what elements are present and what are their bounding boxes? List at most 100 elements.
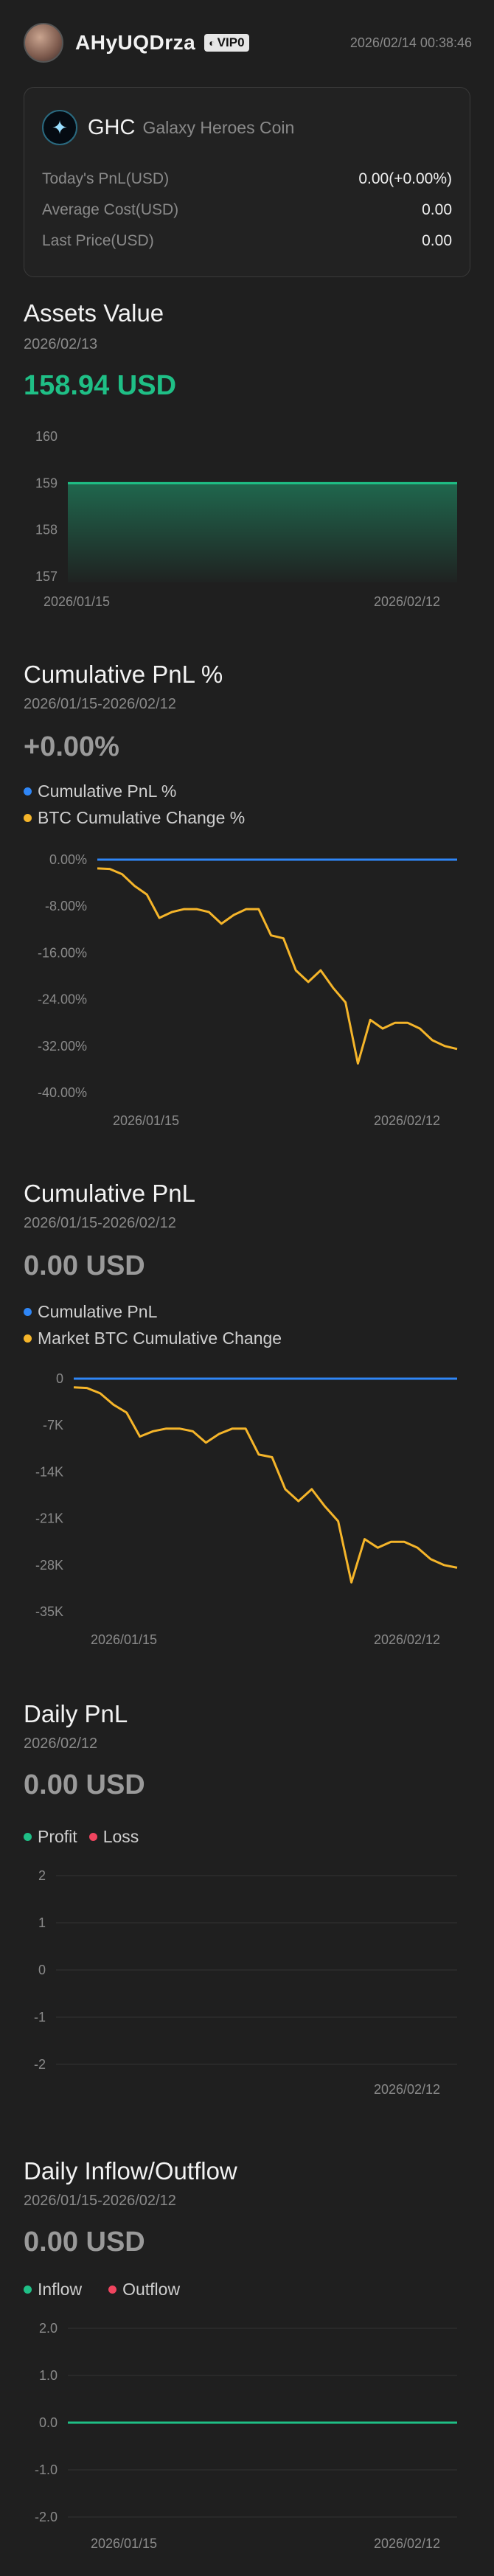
daily-date: 2026/02/12 — [24, 1736, 98, 1752]
legend-cum-pnl-pct[interactable]: Cumulative PnL % — [24, 781, 176, 801]
legend-dot-blue — [24, 787, 32, 796]
y-tick-label: 1 — [38, 1915, 46, 1930]
cum-pct-title: Cumulative PnL % — [24, 661, 223, 688]
coin-summary-card: ✦ GHC Galaxy Heroes Coin Today's PnL(USD… — [24, 87, 470, 277]
legend-cum-pnl[interactable]: Cumulative PnL — [24, 1302, 157, 1322]
y-tick-label: -7K — [43, 1418, 63, 1433]
cum-pct-chart: 0.00% -8.00% -16.00% -24.00% -32.00% -40.00% 2… — [38, 852, 458, 1128]
legend-dot-blue — [24, 1308, 32, 1316]
legend-label: BTC Cumulative Change % — [38, 808, 246, 827]
y-tick-label: 2.0 — [39, 2321, 58, 2336]
last-price-row: Last Price(USD) 0.00 — [42, 232, 452, 250]
flow-title: Daily Inflow/Outflow — [24, 2157, 237, 2185]
y-tick-label: -35K — [35, 1604, 63, 1619]
todays-pnl-row: Today's PnL(USD) 0.00(+0.00%) — [42, 170, 452, 188]
coin-row: ✦ GHC Galaxy Heroes Coin — [42, 110, 294, 145]
legend-dot-green — [24, 1833, 32, 1841]
coin-name: Galaxy Heroes Coin — [142, 117, 295, 137]
x-tick-label: 2026/01/15 — [91, 2536, 157, 2551]
y-tick-label: -28K — [35, 1558, 63, 1573]
legend-dot-yellow — [24, 1334, 32, 1343]
row-label: Last Price(USD) — [42, 232, 154, 249]
username: AHyUQDrza — [75, 31, 196, 54]
avatar[interactable] — [24, 23, 63, 63]
y-tick-label: 0.00% — [49, 852, 87, 867]
vip-label: VIP0 — [217, 35, 245, 49]
y-tick-label: 158 — [35, 523, 58, 537]
daily-legend: Profit Loss — [24, 1827, 139, 1847]
row-label: Today's PnL(USD) — [42, 170, 170, 187]
y-tick-label: -1 — [34, 2010, 46, 2025]
y-tick-label: -32.00% — [38, 1039, 87, 1054]
y-tick-label: -21K — [35, 1511, 63, 1526]
x-tick-label: 2026/01/15 — [113, 1113, 179, 1128]
cum-pnl-title: Cumulative PnL — [24, 1180, 195, 1207]
assets-chart: 160 159 158 157 2026/01/15 2026/02/12 — [35, 429, 457, 609]
legend-market-btc-change[interactable]: Market BTC Cumulative Change — [24, 1329, 282, 1348]
daily-value: 0.00 USD — [24, 1769, 145, 1800]
x-tick-label: 2026/02/12 — [374, 594, 440, 609]
legend-label: Loss — [102, 1827, 139, 1846]
y-tick-label: -24.00% — [38, 992, 87, 1007]
legend-label: Profit — [38, 1827, 77, 1846]
x-tick-label: 2026/02/12 — [374, 1113, 440, 1128]
y-tick-label: 1.0 — [39, 2368, 58, 2383]
average-cost-row: Average Cost(USD) 0.00 — [42, 201, 452, 219]
y-tick-label: 0.0 — [39, 2415, 58, 2430]
assets-date: 2026/02/13 — [24, 336, 98, 352]
assets-title: Assets Value — [24, 299, 164, 327]
legend-label: Cumulative PnL % — [38, 781, 177, 801]
cum-pct-range: 2026/01/15-2026/02/12 — [24, 696, 176, 712]
legend-dot-red — [88, 1833, 97, 1841]
x-tick-label: 2026/01/15 — [44, 594, 110, 609]
daily-pnl-chart: 2 1 0 -1 -2 2026/02/12 — [34, 1868, 457, 2097]
flow-legend: Inflow Outflow — [24, 2280, 180, 2300]
legend-label: Inflow — [38, 2280, 83, 2299]
y-tick-label: 2 — [38, 1868, 46, 1883]
cum-pnl-range: 2026/01/15-2026/02/12 — [24, 1215, 176, 1231]
cum-pct-value: +0.00% — [24, 731, 119, 762]
flow-value: 0.00 USD — [24, 2227, 145, 2258]
legend-outflow[interactable]: Outflow — [108, 2280, 180, 2300]
row-value: 0.00 — [422, 232, 452, 249]
legend-btc-change-pct[interactable]: BTC Cumulative Change % — [24, 808, 245, 828]
legend-inflow[interactable]: Inflow — [24, 2280, 82, 2300]
coin-logo-icon: ✦ — [42, 110, 77, 145]
legend-label: Cumulative PnL — [38, 1302, 158, 1321]
y-tick-label: 0 — [38, 1963, 46, 1977]
x-tick-label: 2026/01/15 — [91, 1632, 157, 1647]
y-tick-label: 160 — [35, 429, 58, 444]
cum-pnl-chart: 0 -7K -14K -21K -28K -35K 2026/01/15 2026/02/12 — [35, 1371, 458, 1647]
legend-dot-green — [24, 2286, 32, 2294]
coin-symbol: GHC — [88, 115, 136, 139]
series-line-btc — [97, 867, 458, 1065]
profile-header: AHyUQDrza ◐ VIP0 2026/02/14 00:38:46 — [24, 22, 472, 63]
legend-loss[interactable]: Loss — [88, 1827, 139, 1847]
y-tick-label: 159 — [35, 476, 58, 490]
y-tick-label: -16.00% — [38, 945, 87, 960]
timestamp: 2026/02/14 00:38:46 — [349, 35, 472, 50]
row-value: 0.00 — [422, 201, 452, 218]
y-tick-label: -1.0 — [35, 2462, 58, 2477]
assets-value: 158.94 USD — [24, 370, 177, 401]
cum-pnl-value: 0.00 USD — [24, 1250, 145, 1281]
y-tick-label: -8.00% — [45, 899, 87, 913]
flow-chart: 2.0 1.0 0.0 -1.0 -2.0 2026/01/15 2026/02/12 — [35, 2321, 457, 2551]
y-tick-label: 0 — [56, 1371, 63, 1386]
y-tick-label: -2 — [34, 2057, 46, 2072]
area-fill — [68, 483, 457, 582]
x-tick-label: 2026/02/12 — [374, 2082, 440, 2097]
x-tick-label: 2026/02/12 — [374, 2536, 440, 2551]
series-line-btc — [73, 1386, 458, 1584]
legend-profit[interactable]: Profit — [24, 1827, 77, 1847]
legend-label: Outflow — [122, 2280, 181, 2299]
row-value: 0.00(+0.00%) — [358, 170, 452, 187]
x-tick-label: 2026/02/12 — [374, 1632, 440, 1647]
y-tick-label: -14K — [35, 1464, 63, 1479]
row-label: Average Cost(USD) — [42, 201, 179, 218]
flow-range: 2026/01/15-2026/02/12 — [24, 2193, 176, 2209]
y-tick-label: 157 — [35, 569, 58, 584]
daily-title: Daily PnL — [24, 1700, 128, 1727]
legend-dot-yellow — [24, 814, 32, 822]
vip-badge[interactable]: ◐ VIP0 — [204, 34, 249, 52]
